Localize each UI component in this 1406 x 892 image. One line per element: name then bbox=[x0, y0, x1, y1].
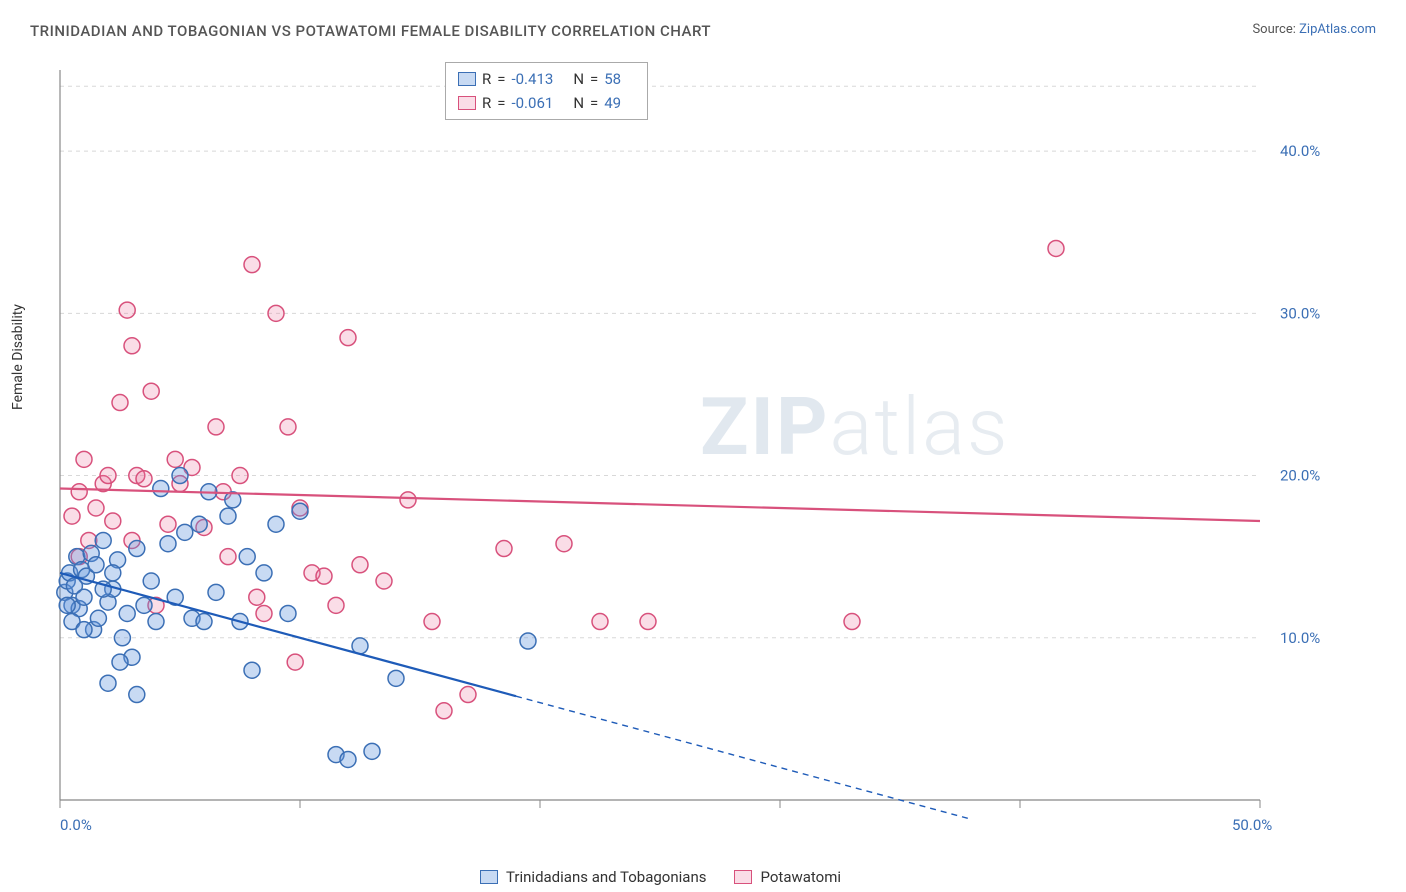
r-label: R bbox=[482, 91, 491, 115]
r-value-pink: -0.061 bbox=[511, 91, 553, 115]
svg-text:40.0%: 40.0% bbox=[1280, 142, 1320, 160]
stats-row-pink: R = -0.061 N = 49 bbox=[458, 91, 635, 115]
legend-label-blue: Trinidadians and Tobagonians bbox=[506, 868, 706, 886]
svg-text:0.0%: 0.0% bbox=[60, 816, 92, 834]
swatch-blue bbox=[458, 72, 476, 86]
bottom-legend: Trinidadians and Tobagonians Potawatomi bbox=[480, 868, 841, 886]
swatch-pink bbox=[734, 870, 752, 884]
stats-row-blue: R = -0.413 N = 58 bbox=[458, 67, 635, 91]
n-label: N bbox=[573, 67, 584, 91]
legend-item-blue: Trinidadians and Tobagonians bbox=[480, 868, 706, 886]
source-link[interactable]: ZipAtlas.com bbox=[1299, 22, 1376, 37]
n-value-blue: 58 bbox=[604, 67, 621, 91]
swatch-pink bbox=[458, 96, 476, 110]
r-value-blue: -0.413 bbox=[511, 67, 553, 91]
legend-item-pink: Potawatomi bbox=[734, 868, 841, 886]
r-label: R bbox=[482, 67, 491, 91]
chart-area: 10.0% 20.0% 30.0% 40.0% 0.0% 50.0% bbox=[50, 60, 1330, 840]
svg-text:30.0%: 30.0% bbox=[1280, 304, 1320, 322]
svg-text:10.0%: 10.0% bbox=[1280, 629, 1320, 647]
stats-legend-box: R = -0.413 N = 58 R = -0.061 N = 49 bbox=[445, 62, 648, 120]
n-label: N bbox=[573, 91, 584, 115]
source-attribution: Source: ZipAtlas.com bbox=[1252, 22, 1376, 37]
chart-title: TRINIDADIAN AND TOBAGONIAN VS POTAWATOMI… bbox=[30, 22, 711, 40]
n-value-pink: 49 bbox=[604, 91, 621, 115]
swatch-blue bbox=[480, 870, 498, 884]
svg-text:20.0%: 20.0% bbox=[1280, 467, 1320, 485]
legend-label-pink: Potawatomi bbox=[760, 868, 841, 886]
y-axis-label: Female Disability bbox=[10, 304, 26, 410]
svg-text:50.0%: 50.0% bbox=[1232, 816, 1272, 834]
source-label: Source bbox=[1252, 22, 1292, 37]
scatter-plot: 10.0% 20.0% 30.0% 40.0% 0.0% 50.0% bbox=[50, 60, 1330, 840]
